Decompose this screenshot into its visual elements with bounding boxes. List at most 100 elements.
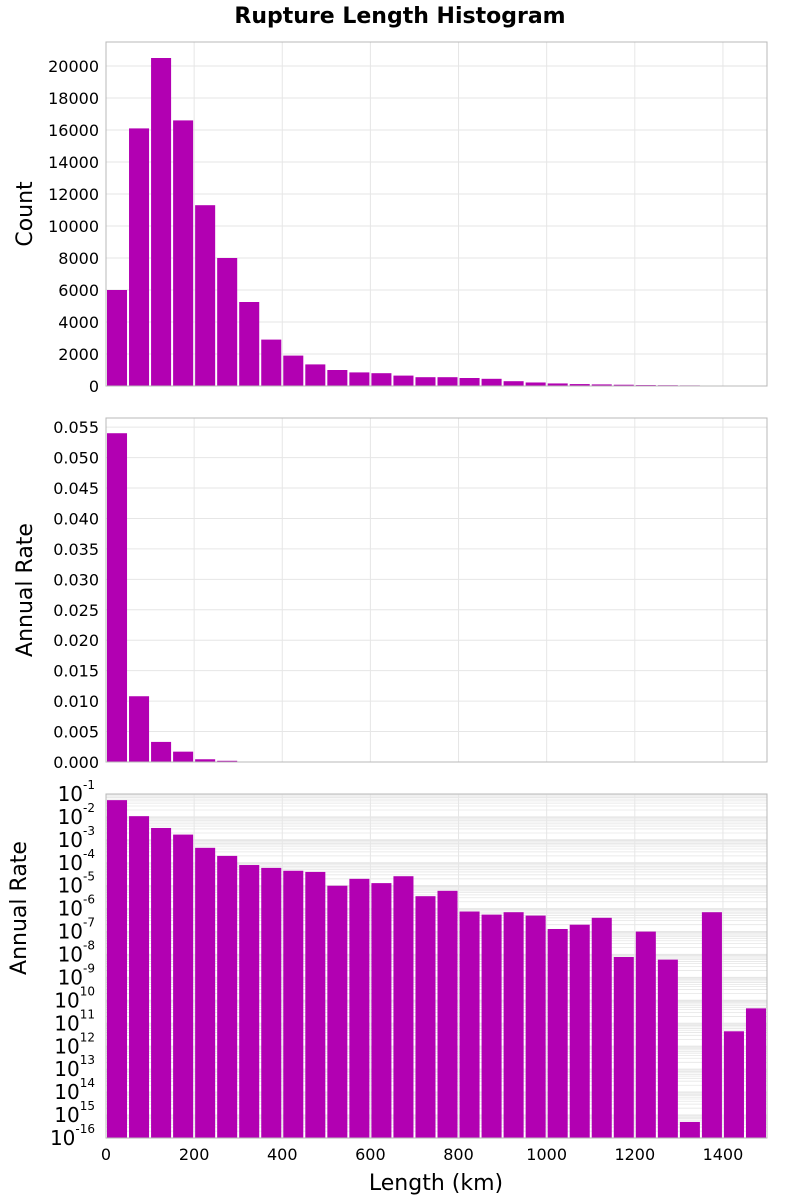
count-histogram-panel: 0 2000 4000 6000 8000 10000 12000 14000 16000 180… [13, 41, 768, 396]
x-tick-label: 600 [355, 1145, 386, 1164]
y-tick-label: 16000 [48, 121, 99, 140]
x-tick-label: 1400 [703, 1145, 744, 1164]
histogram-bar [635, 931, 656, 1138]
histogram-bar [173, 120, 194, 387]
y-tick-label: 0.000 [53, 753, 99, 772]
y-axis-label: Annual Rate [13, 523, 38, 657]
histogram-bar [151, 58, 172, 386]
histogram-bar [107, 800, 128, 1138]
histogram-bar [393, 876, 414, 1138]
y-tick-label: 0.040 [53, 509, 99, 528]
chart-title: Rupture Length Histogram [234, 4, 565, 29]
histogram-bar [569, 384, 590, 386]
y-tick-label: 0.025 [53, 601, 99, 620]
y-tick-label: 18000 [48, 89, 99, 108]
histogram-bar [525, 382, 546, 386]
histogram-bar [459, 911, 480, 1138]
x-axis-label: Length (km) [369, 1171, 503, 1196]
plot-frame [105, 417, 768, 763]
histogram-bar [415, 377, 436, 386]
histogram-bar [723, 1031, 744, 1138]
annual-rate-linear-panel: 0.000 0.005 0.010 0.015 0.020 0.025 0.030 0.035… [13, 417, 768, 772]
x-tick-label: 1200 [614, 1145, 655, 1164]
histogram-bar [569, 924, 590, 1138]
y-tick-label: 10-5 [58, 870, 95, 898]
histogram-bar [283, 355, 304, 386]
histogram-bar [657, 959, 678, 1138]
histogram-bar [261, 867, 282, 1138]
histogram-bar [459, 378, 480, 386]
y-tick-label: 0.050 [53, 449, 99, 468]
y-tick-label: 0.035 [53, 540, 99, 559]
y-tick-label: 6000 [58, 281, 99, 300]
y-tick-label: 0.020 [53, 631, 99, 650]
y-tick-label: 0 [89, 377, 99, 396]
y-axis-label: Count [13, 181, 38, 247]
histogram-bar [349, 878, 370, 1138]
y-tick-label: 0.010 [53, 692, 99, 711]
histogram-bar [415, 896, 436, 1138]
y-tick-label: 10-4 [58, 847, 95, 875]
x-tick-label: 400 [267, 1145, 298, 1164]
histogram-bar [107, 433, 128, 762]
histogram-bar [195, 759, 216, 762]
histogram-bar [327, 370, 348, 386]
histogram-bar [129, 816, 150, 1138]
histogram-bar [679, 1121, 700, 1138]
y-tick-label: 0.045 [53, 479, 99, 498]
y-tick-label: 14000 [48, 153, 99, 172]
y-axis-label: Annual Rate [7, 841, 32, 975]
histogram-bar [305, 871, 326, 1138]
histogram-bar [613, 957, 634, 1138]
histogram-bar [701, 912, 722, 1138]
x-tick-label: 200 [179, 1145, 210, 1164]
histogram-bar [217, 258, 238, 386]
histogram-bar [261, 339, 282, 386]
histogram-bar [591, 917, 612, 1138]
histogram-bar [481, 914, 502, 1138]
y-tick-label: 10-1 [58, 778, 95, 806]
histogram-bar [305, 364, 326, 386]
histogram-bar [547, 928, 568, 1138]
plot-frame [105, 793, 768, 1139]
y-tick-label: 0.005 [53, 723, 99, 742]
histogram-bar [503, 912, 524, 1138]
y-tick-label: 12000 [48, 185, 99, 204]
histogram-bar [173, 751, 194, 762]
x-tick-label: 800 [443, 1145, 474, 1164]
y-tick-label: 10-7 [58, 916, 95, 944]
histogram-bar [745, 1008, 766, 1138]
x-tick-label: 0 [101, 1145, 111, 1164]
histogram-bar [151, 827, 172, 1138]
y-tick-label: 4000 [58, 313, 99, 332]
histogram-bar [239, 302, 260, 386]
histogram-bar [283, 870, 304, 1138]
y-tick-label: 0.055 [53, 418, 99, 437]
histogram-bar [591, 384, 612, 386]
y-tick-label: 1011 [54, 1007, 95, 1035]
histogram-bar [151, 741, 172, 762]
histogram-bar [503, 381, 524, 386]
histogram-bar [107, 290, 128, 386]
histogram-bar [239, 865, 260, 1138]
plot-frame [105, 41, 768, 387]
histogram-bar [217, 760, 238, 762]
y-tick-label: 10-6 [58, 893, 95, 921]
y-tick-label: 10-2 [58, 801, 95, 829]
histogram-bar [525, 915, 546, 1138]
histogram-bar [195, 847, 216, 1138]
histogram-bar [327, 885, 348, 1138]
histogram-bar [195, 205, 216, 386]
histogram-bar [437, 890, 458, 1138]
histogram-bar [173, 834, 194, 1138]
y-tick-label: 8000 [58, 249, 99, 268]
histogram-bar [129, 696, 150, 762]
y-tick-label: 10-16 [50, 1122, 95, 1150]
annual-rate-log-panel: 10-110-210-310-410-510-610-710-810-91010… [7, 778, 768, 1164]
y-tick-label: 1015 [54, 1099, 95, 1127]
histogram-bar [437, 377, 458, 386]
histogram-bar [371, 883, 392, 1138]
histogram-bar [393, 375, 414, 386]
y-tick-label: 20000 [48, 57, 99, 76]
